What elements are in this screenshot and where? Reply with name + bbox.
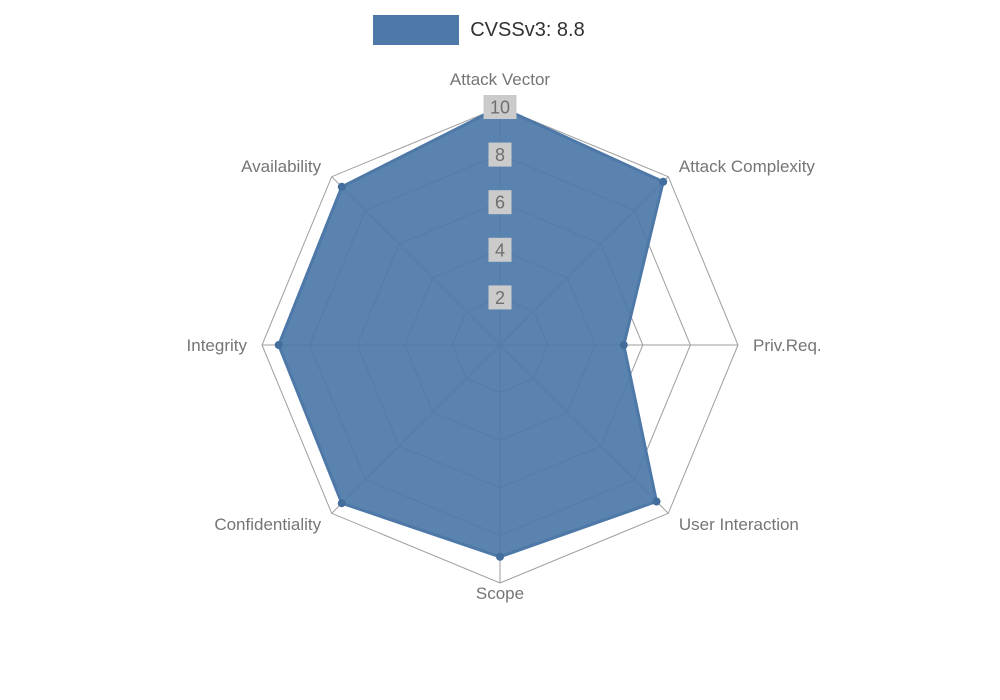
tick-label: 6 [495,193,505,213]
tick-backdrop [488,285,512,310]
axis-label: Priv.Req. [753,336,822,355]
data-point [496,552,504,561]
data-point [619,341,628,349]
tick-label: 10 [490,98,510,118]
chart-legend: CVSSv3: 8.8 [0,15,1000,45]
axis-label: Attack Vector [450,70,550,89]
axis-label: User Interaction [679,515,799,534]
data-point [652,497,661,506]
tick-backdrop [483,95,517,119]
data-point [659,177,668,186]
tick-backdrop [488,190,512,215]
tick-label: 2 [495,288,505,308]
axis-label: Attack Complexity [679,157,816,176]
axis-label: Availability [241,157,322,176]
legend-item[interactable]: CVSSv3: 8.8 [373,15,585,45]
axis-label: Integrity [187,336,248,355]
axis-label: Scope [476,584,524,603]
legend-swatch [373,15,460,45]
tick-label: 8 [495,145,505,165]
tick-label: 4 [495,240,505,260]
axis-label: Confidentiality [214,515,321,534]
legend-title: CVSSv3: 8.8 [470,18,585,41]
tick-backdrop [488,237,512,262]
data-point [337,499,346,508]
data-point [274,341,283,349]
data-point [337,182,346,191]
tick-backdrop [488,142,512,167]
